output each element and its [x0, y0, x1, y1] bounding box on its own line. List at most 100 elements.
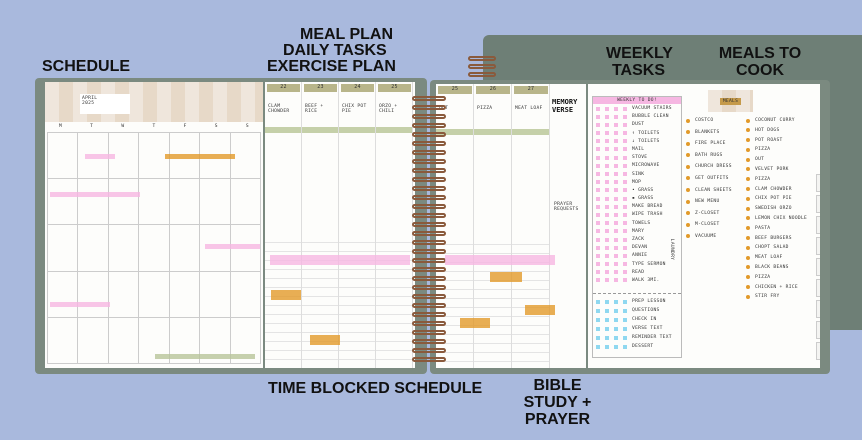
- calendar-day-cell[interactable]: [108, 271, 140, 318]
- calendar-day-cell[interactable]: [169, 179, 201, 226]
- checkbox[interactable]: [596, 326, 600, 331]
- checkbox[interactable]: [605, 270, 609, 275]
- checkbox[interactable]: [596, 163, 600, 168]
- checkbox[interactable]: [596, 114, 600, 119]
- calendar-day-cell[interactable]: [169, 271, 201, 318]
- calendar-day-cell[interactable]: [169, 317, 201, 364]
- calendar-day-cell[interactable]: [48, 271, 79, 318]
- checkbox[interactable]: [623, 229, 627, 234]
- weekly-task-item[interactable]: • GRASS: [596, 188, 672, 193]
- checkbox[interactable]: [614, 335, 618, 340]
- weekly-task-item[interactable]: WALK 3MI.: [596, 278, 672, 283]
- checkbox[interactable]: [605, 147, 609, 152]
- checkbox[interactable]: [596, 237, 600, 242]
- calendar-day-cell[interactable]: [108, 317, 140, 364]
- checkbox[interactable]: [614, 172, 618, 176]
- checkbox[interactable]: [605, 262, 609, 267]
- checkbox[interactable]: [596, 317, 600, 322]
- checkbox[interactable]: [614, 299, 618, 304]
- checkbox[interactable]: [605, 204, 609, 209]
- checkbox[interactable]: [596, 299, 600, 304]
- calendar-day-cell[interactable]: [230, 317, 261, 364]
- checkbox[interactable]: [623, 155, 627, 160]
- checkbox[interactable]: [623, 245, 627, 250]
- checkbox[interactable]: [623, 317, 627, 322]
- checkbox[interactable]: [623, 196, 627, 201]
- weekly-task-item[interactable]: VACUUM STAIRS: [596, 106, 672, 111]
- checkbox[interactable]: [605, 253, 609, 258]
- checkbox[interactable]: [623, 335, 627, 340]
- checkbox[interactable]: [596, 122, 600, 127]
- checkbox[interactable]: [596, 278, 600, 283]
- checkbox[interactable]: [614, 122, 618, 127]
- calendar-day-cell[interactable]: [78, 225, 109, 272]
- calendar-day-cell[interactable]: [108, 225, 140, 272]
- checkbox[interactable]: [623, 212, 627, 217]
- month-tab[interactable]: [816, 237, 820, 255]
- checkbox[interactable]: [605, 335, 609, 340]
- weekly-task-item[interactable]: WIPE TRASH: [596, 212, 672, 217]
- checkbox[interactable]: [596, 196, 600, 201]
- checkbox[interactable]: [596, 270, 600, 275]
- calendar-day-cell[interactable]: [230, 225, 261, 272]
- calendar-day-cell[interactable]: [230, 179, 261, 226]
- checkbox[interactable]: [605, 344, 609, 349]
- checkbox[interactable]: [614, 180, 618, 185]
- checkbox[interactable]: [596, 147, 600, 152]
- checkbox[interactable]: [596, 308, 600, 313]
- weekly-task-item[interactable]: ↑ TOILETS: [596, 131, 672, 136]
- checkbox[interactable]: [614, 253, 618, 258]
- checkbox[interactable]: [596, 344, 600, 349]
- checkbox[interactable]: [596, 262, 600, 267]
- calendar-day-cell[interactable]: [230, 133, 261, 180]
- study-task-item[interactable]: REMINDER TEXT: [596, 335, 672, 340]
- checkbox[interactable]: [605, 221, 609, 226]
- checkbox[interactable]: [605, 188, 609, 193]
- study-task-item[interactable]: DESSERT: [596, 344, 672, 349]
- checkbox[interactable]: [596, 131, 600, 136]
- month-tab[interactable]: [816, 174, 820, 192]
- checkbox[interactable]: [605, 196, 609, 201]
- weekly-task-item[interactable]: DUST: [596, 122, 672, 127]
- weekly-task-item[interactable]: ZACK: [596, 237, 672, 242]
- checkbox[interactable]: [614, 139, 618, 144]
- checkbox[interactable]: [623, 163, 627, 168]
- weekly-task-item[interactable]: ANNIE: [596, 253, 672, 258]
- checkbox[interactable]: [605, 172, 609, 176]
- checkbox[interactable]: [596, 155, 600, 160]
- checkbox[interactable]: [623, 221, 627, 226]
- checkbox[interactable]: [596, 221, 600, 226]
- month-tab[interactable]: [816, 258, 820, 276]
- checkbox[interactable]: [596, 212, 600, 217]
- checkbox[interactable]: [614, 106, 618, 111]
- calendar-day-cell[interactable]: [200, 317, 231, 364]
- checkbox[interactable]: [614, 262, 618, 267]
- checkbox[interactable]: [623, 278, 627, 283]
- calendar-day-cell[interactable]: [108, 179, 140, 226]
- checkbox[interactable]: [614, 114, 618, 119]
- calendar-day-cell[interactable]: [169, 225, 201, 272]
- checkbox[interactable]: [596, 253, 600, 258]
- checkbox[interactable]: [623, 131, 627, 136]
- checkbox[interactable]: [623, 114, 627, 119]
- checkbox[interactable]: [605, 278, 609, 283]
- calendar-day-cell[interactable]: [200, 179, 231, 226]
- checkbox[interactable]: [605, 299, 609, 304]
- month-tab[interactable]: [816, 300, 820, 318]
- calendar-day-cell[interactable]: [48, 225, 79, 272]
- weekly-task-item[interactable]: MICROWAVE: [596, 163, 672, 168]
- calendar-day-cell[interactable]: [78, 271, 109, 318]
- checkbox[interactable]: [623, 106, 627, 111]
- checkbox[interactable]: [605, 237, 609, 242]
- checkbox[interactable]: [623, 270, 627, 275]
- weekly-task-item[interactable]: MAIL: [596, 147, 672, 152]
- checkbox[interactable]: [596, 204, 600, 209]
- checkbox[interactable]: [596, 229, 600, 234]
- checkbox[interactable]: [605, 106, 609, 111]
- study-task-item[interactable]: VERSE TEXT: [596, 326, 672, 331]
- checkbox[interactable]: [605, 212, 609, 217]
- checkbox[interactable]: [614, 245, 618, 250]
- checkbox[interactable]: [614, 229, 618, 234]
- checkbox[interactable]: [605, 155, 609, 160]
- calendar-day-cell[interactable]: [48, 179, 79, 226]
